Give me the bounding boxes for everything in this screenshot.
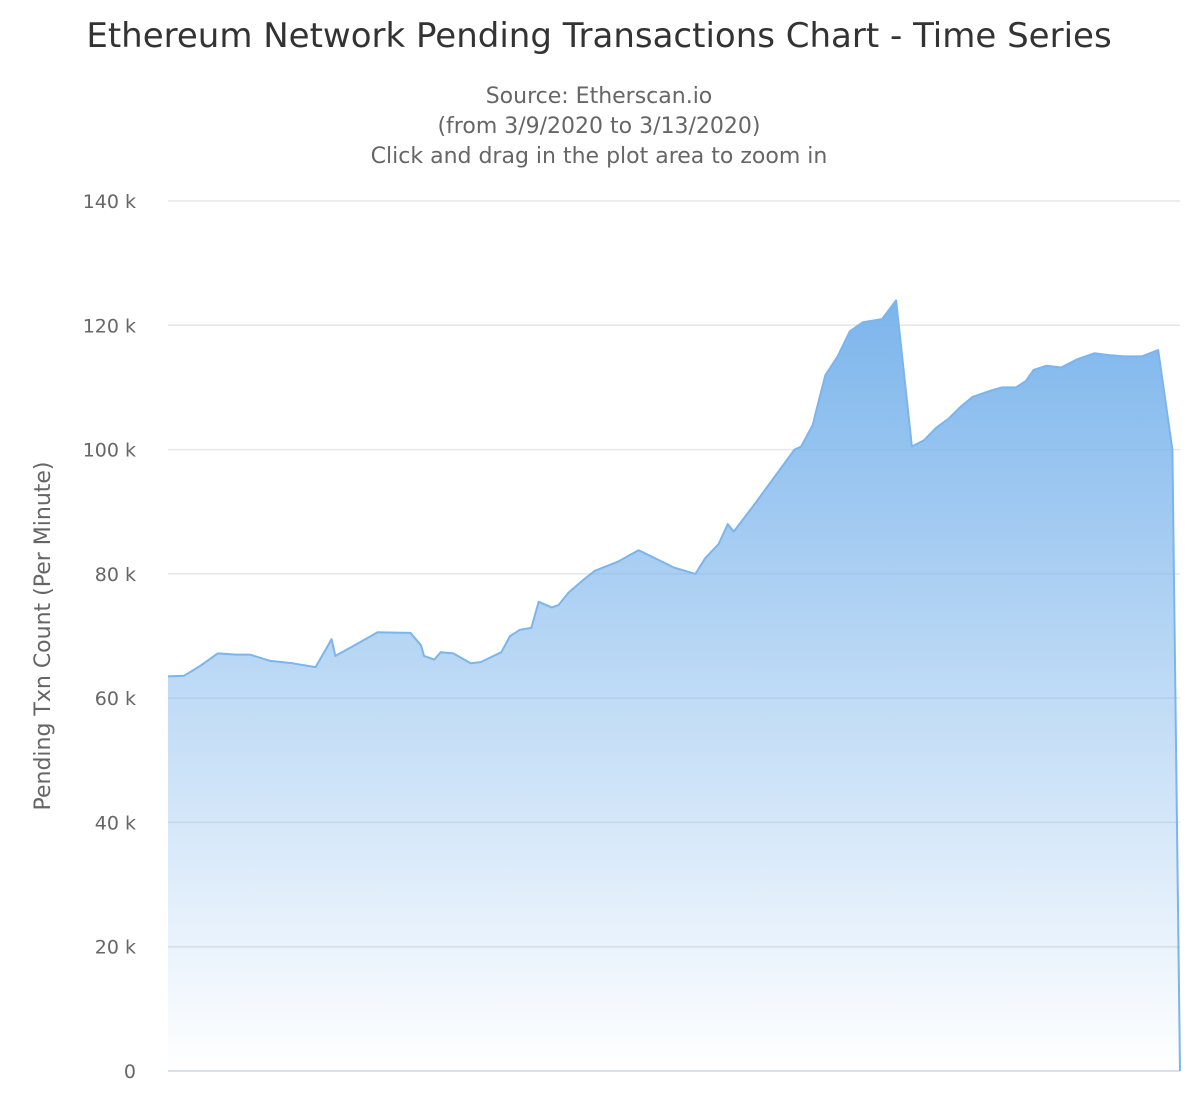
y-tick-label: 60 k — [95, 688, 136, 710]
y-axis-tick-labels: 0 20 k 40 k 60 k 80 k 100 k 120 k 140 k — [83, 191, 136, 1083]
y-tick-label: 20 k — [95, 937, 136, 959]
y-tick-label: 100 k — [83, 440, 136, 462]
chart-subtitle-date-range: (from 3/9/2020 to 3/13/2020) — [437, 114, 760, 139]
series-layer — [167, 299, 1181, 1072]
chart-title: Ethereum Network Pending Transactions Ch… — [86, 16, 1111, 56]
y-tick-label: 40 k — [95, 812, 136, 834]
series-line — [167, 299, 1181, 1072]
y-tick-label: 0 — [124, 1061, 136, 1083]
y-tick-label: 80 k — [95, 564, 136, 586]
y-tick-label: 140 k — [83, 191, 136, 213]
y-axis-title: Pending Txn Count (Per Minute) — [31, 461, 56, 810]
y-tick-label: 120 k — [83, 315, 136, 337]
chart-subtitle-source: Source: Etherscan.io — [486, 84, 713, 109]
series-area-fill — [168, 300, 1180, 1071]
chart-subtitle-zoom-hint: Click and drag in the plot area to zoom … — [371, 144, 828, 169]
